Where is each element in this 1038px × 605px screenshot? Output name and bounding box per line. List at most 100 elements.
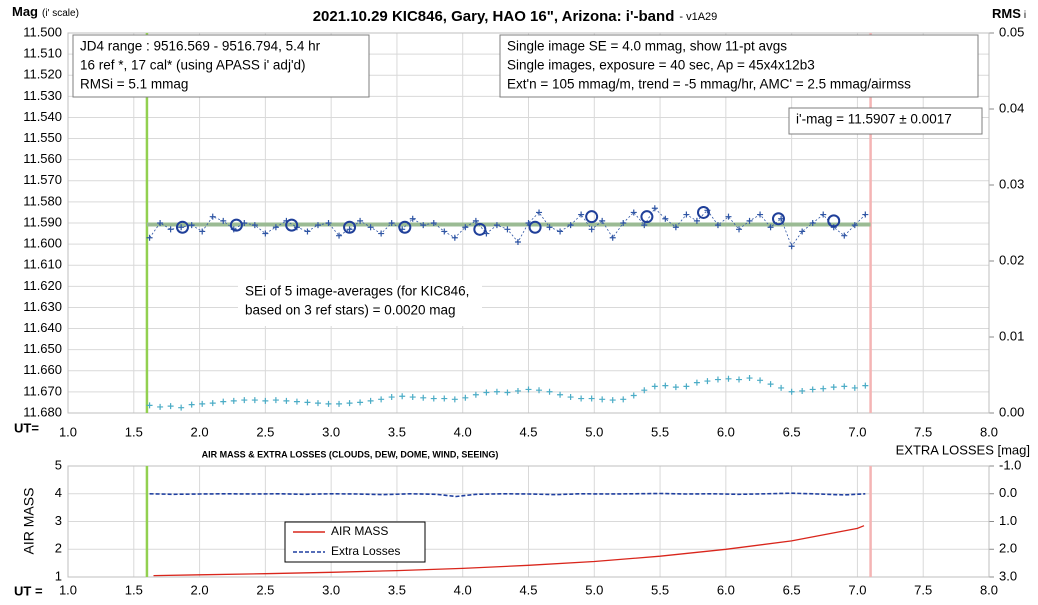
y2-tick-label: 0.00: [999, 404, 1024, 419]
data-point: [662, 215, 669, 222]
data-point: [336, 232, 343, 239]
data-point: [736, 226, 743, 233]
annotation-text: RMSi = 5.1 mmag: [80, 77, 188, 92]
data-point: [493, 388, 500, 395]
y-tick-label: 11.630: [23, 299, 62, 314]
data-point: [409, 394, 416, 401]
data-point: [441, 395, 448, 402]
y-tick-label: 11.560: [23, 151, 62, 166]
y-tick-label: 11.600: [23, 236, 62, 251]
data-point: [862, 382, 869, 389]
y2-axis-label: RMS i: [992, 6, 1026, 21]
data-point: [451, 396, 458, 403]
data-point: [767, 224, 774, 231]
annotation-text: Single images, exposure = 40 sec, Ap = 4…: [507, 58, 815, 73]
data-point: [146, 234, 153, 241]
x-tick-label: 5.0: [585, 424, 603, 439]
y-tick-label: 11.520: [23, 67, 62, 82]
data-point: [167, 226, 174, 233]
y-tick-label: 11.570: [23, 172, 62, 187]
x-tick-label: 1.5: [125, 424, 143, 439]
subtitle: - v1A29: [679, 11, 717, 23]
data-point: [830, 384, 837, 391]
x-tick-label: 5.0: [585, 582, 603, 597]
data-point: [599, 396, 606, 403]
y2-tick-label: 0.03: [999, 176, 1024, 191]
x-tick-label: 2.0: [191, 582, 209, 597]
data-point: [841, 232, 848, 239]
x-tick-label: 8.0: [980, 424, 998, 439]
y2-tick-label: 3.0: [999, 568, 1017, 583]
annotation-box: [72, 34, 370, 98]
data-point: [178, 404, 185, 411]
x-tick-label: 3.0: [322, 424, 340, 439]
legend-label: AIR MASS: [331, 524, 388, 538]
y2-axis-label: EXTRA LOSSES [mag]: [896, 442, 1030, 457]
annotation-text: JD4 range : 9516.569 - 9516.794, 5.4 hr: [80, 39, 321, 54]
annotation-text: SEi of 5 image-averages (for KIC846,: [245, 284, 469, 299]
data-point: [851, 222, 858, 229]
data-point: [578, 395, 585, 402]
legend-label: Extra Losses: [331, 544, 400, 558]
data-point: [767, 381, 774, 388]
annotation-text: based on 3 ref stars) = 0.0020 mag: [245, 303, 456, 318]
y-tick-label: 11.620: [23, 278, 62, 293]
data-point: [304, 228, 311, 235]
data-point: [704, 378, 711, 385]
data-point: [262, 397, 269, 404]
data-point: [693, 217, 700, 224]
x-tick-label: 3.5: [388, 582, 406, 597]
data-point: [672, 224, 679, 231]
data-point: [567, 394, 574, 401]
average-point: [229, 218, 243, 232]
x-tick-label: 7.0: [848, 424, 866, 439]
data-point: [641, 387, 648, 394]
x-tick-label: 8.0: [980, 582, 998, 597]
data-point: [809, 386, 816, 393]
data-point: [809, 220, 816, 226]
y-tick-label: 11.640: [23, 320, 62, 335]
data-point: [462, 224, 469, 231]
data-point: [167, 403, 174, 410]
average-point: [473, 222, 487, 236]
data-point: [578, 211, 585, 218]
data-point: [788, 388, 795, 395]
series-line: [153, 525, 865, 577]
data-point: [620, 220, 627, 226]
data-point: [430, 220, 437, 226]
data-point: [588, 395, 595, 402]
y-tick-label: 11.510: [23, 46, 62, 61]
data-point: [357, 399, 364, 406]
data-point: [378, 396, 385, 403]
data-point: [757, 377, 764, 384]
plot-frame: [67, 32, 990, 414]
data-point: [725, 375, 732, 382]
data-point: [820, 385, 827, 392]
data-point: [209, 400, 216, 407]
x-tick-label: 4.5: [519, 582, 537, 597]
data-point: [314, 400, 321, 407]
x-tick-label: 3.5: [388, 424, 406, 439]
data-point: [778, 384, 785, 391]
data-point: [514, 239, 521, 245]
data-point: [651, 383, 658, 390]
data-point: [199, 228, 206, 235]
annotation-text: 16 ref *, 17 cal* (using APASS i' adj'd): [80, 58, 306, 73]
data-point: [546, 224, 553, 231]
average-point: [175, 220, 189, 234]
y-axis-label: Mag (i' scale): [12, 4, 79, 19]
y-label: Mag: [12, 4, 38, 19]
y2-tick-label: 0.01: [999, 328, 1024, 343]
data-point: [283, 397, 290, 404]
data-point: [662, 382, 669, 389]
data-point: [851, 384, 858, 391]
y2-tick-label: 0.02: [999, 252, 1024, 267]
data-point: [736, 376, 743, 383]
y-tick-label: 11.670: [23, 383, 62, 398]
data-point: [314, 222, 321, 229]
y-tick-label: 2: [55, 541, 62, 556]
data-point: [472, 391, 479, 398]
x-tick-label: 4.0: [454, 424, 472, 439]
y-tick-label: 11.680: [23, 404, 62, 419]
average-point: [771, 212, 785, 226]
